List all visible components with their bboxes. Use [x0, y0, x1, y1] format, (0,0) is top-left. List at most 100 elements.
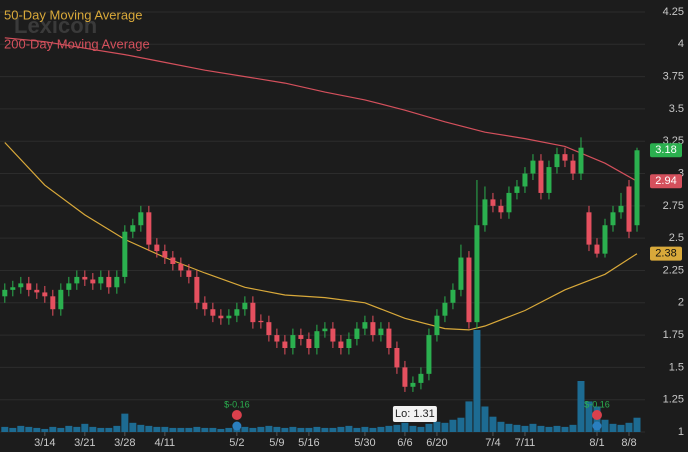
candle-body: [594, 244, 600, 254]
volume-bar: [617, 424, 625, 432]
candle-body: [106, 276, 112, 288]
candle-body: [202, 302, 208, 310]
volume-bar: [513, 424, 521, 432]
candle-body: [354, 328, 360, 339]
volume-bar: [393, 424, 401, 432]
volume-bar: [25, 426, 33, 432]
volume-bar: [49, 426, 57, 432]
volume-bar: [145, 425, 153, 432]
candle-body: [258, 320, 264, 323]
volume-bar: [353, 427, 361, 432]
moving-averages: [4, 37, 638, 331]
price-tag-label: 3.18: [655, 144, 676, 156]
volume-bar: [137, 424, 145, 432]
candle-body: [602, 225, 608, 254]
volume-bar: [257, 426, 265, 432]
candle-body: [26, 283, 32, 290]
volume-bar: [561, 426, 569, 432]
volume-bar: [537, 425, 545, 432]
y-tick-label: 1.75: [663, 329, 684, 341]
candle-body: [514, 186, 520, 193]
candle-body: [186, 270, 192, 277]
volume-bar: [113, 425, 121, 432]
x-tick-label: 6/20: [426, 437, 447, 449]
x-tick-label: 6/6: [397, 437, 412, 449]
price-tag-label: 2.94: [655, 175, 676, 187]
volume-bar: [345, 425, 353, 432]
candle-body: [314, 331, 320, 348]
y-tick-label: 4.25: [663, 6, 684, 18]
x-tick-label: 3/28: [114, 437, 135, 449]
volume-bar: [449, 419, 457, 432]
candle-body: [322, 328, 328, 332]
volume-bar: [313, 426, 321, 432]
candle-body: [242, 302, 248, 310]
candle-body: [34, 289, 40, 293]
candle-body: [290, 335, 296, 348]
candle-body: [418, 373, 424, 383]
volume-bar: [177, 427, 185, 432]
candle-body: [194, 276, 200, 303]
volume-bar: [569, 424, 577, 432]
candle-body: [66, 283, 72, 290]
candle-body: [178, 264, 184, 271]
candle-body: [42, 292, 48, 297]
x-tick-label: 7/11: [515, 437, 536, 449]
y-tick-label: 3: [678, 167, 684, 179]
volume-bar: [465, 401, 473, 432]
volume-bar: [457, 417, 465, 432]
candle-body: [362, 322, 368, 329]
volume-bar: [41, 428, 49, 432]
candle-body: [458, 257, 464, 290]
x-tick-label: 5/30: [354, 437, 375, 449]
volume-bar: [289, 426, 297, 432]
candle-body: [538, 160, 544, 193]
volume-bar: [241, 426, 249, 432]
volume-bar: [433, 421, 441, 432]
volume-bar: [601, 419, 609, 432]
volume-bar: [265, 425, 273, 432]
legend-entry: 50-Day Moving Average: [4, 7, 143, 22]
candle-body: [546, 167, 552, 193]
candle-body: [170, 257, 176, 264]
volume-bar: [505, 423, 513, 432]
volume-bar: [57, 427, 65, 432]
volume-bar: [33, 427, 41, 432]
x-tick-label: 8/8: [621, 437, 636, 449]
volume-bar: [577, 381, 585, 432]
volume-bar: [441, 422, 449, 432]
volume-bar: [545, 426, 553, 432]
volume-bar: [529, 423, 537, 432]
candle-body: [298, 335, 304, 339]
x-tick-label: 4/11: [155, 437, 176, 449]
x-tick-label: 5/9: [269, 437, 284, 449]
candle-body: [474, 225, 480, 323]
candle-body: [370, 322, 376, 336]
volume-bar: [209, 427, 217, 432]
volume-bar: [361, 426, 369, 432]
volume-bar: [9, 427, 17, 432]
y-tick-label: 1.5: [669, 361, 684, 373]
x-tick-label: 8/1: [589, 437, 604, 449]
volume-bar: [609, 423, 617, 432]
volume-bar: [305, 427, 313, 432]
candle-body: [74, 276, 80, 284]
ma-line: [4, 142, 638, 331]
candle-body: [50, 296, 56, 310]
volume-bar: [633, 417, 641, 432]
candle-body: [626, 186, 632, 232]
candle-body: [610, 212, 616, 226]
candle-body: [274, 335, 280, 342]
candle-body: [82, 276, 88, 280]
x-tick-label: 5/2: [229, 437, 244, 449]
price-tag: [650, 174, 682, 189]
volume-bar: [161, 426, 169, 432]
candle-body: [410, 382, 416, 387]
volume-bar: [385, 425, 393, 432]
candle-body: [154, 244, 160, 252]
candle-body: [266, 322, 272, 336]
volume-bar: [169, 427, 177, 432]
candle-body: [426, 335, 432, 374]
event-icon: [232, 421, 242, 431]
price-tag: [650, 246, 682, 261]
